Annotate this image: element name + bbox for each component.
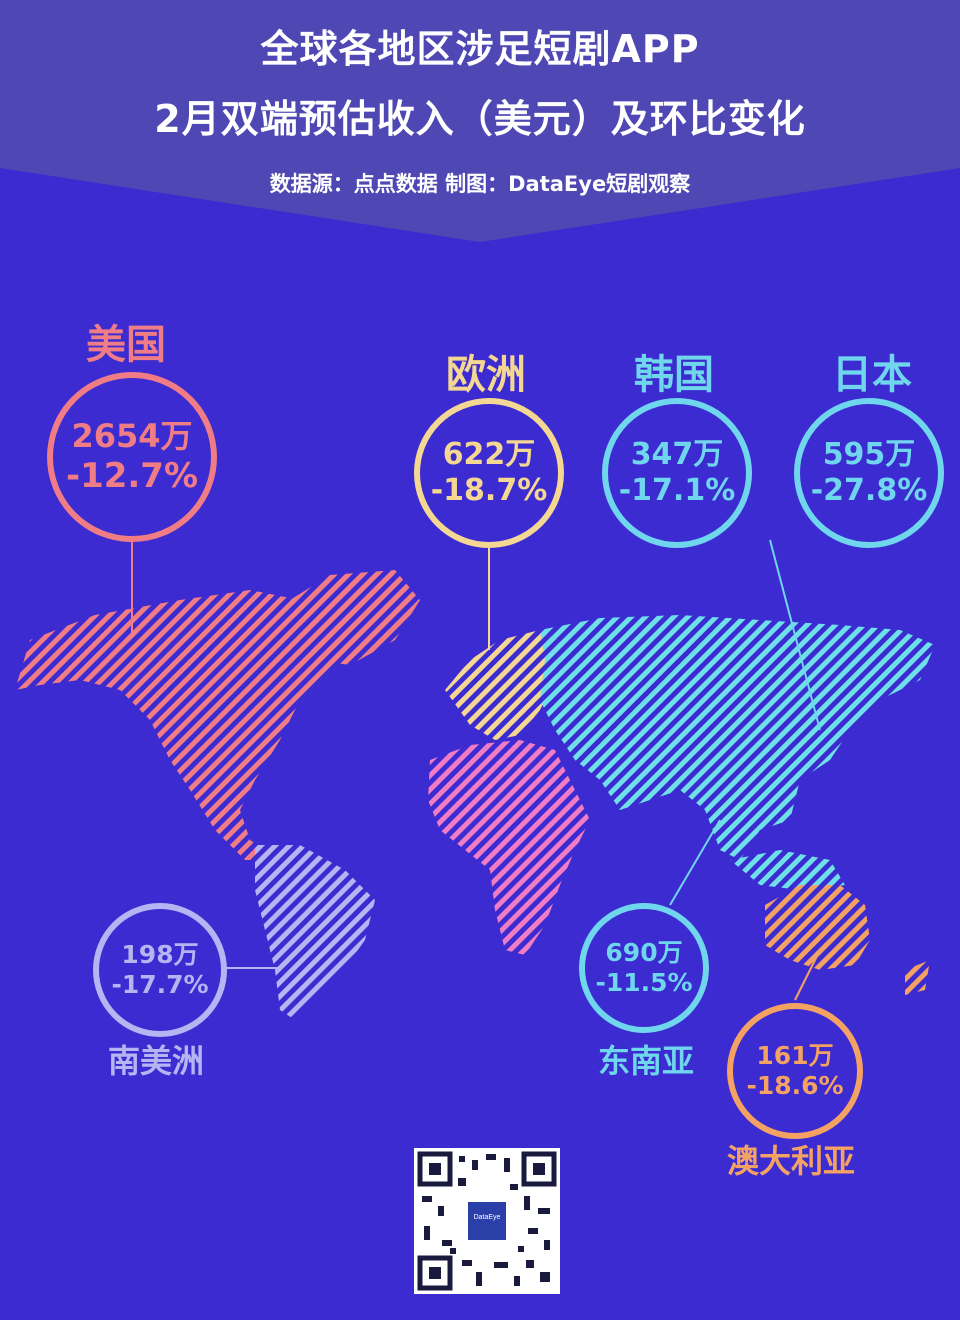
europe-shape: [445, 630, 560, 740]
southeast-asia-revenue: 690万: [605, 938, 683, 967]
japan-circle: 595万 -27.8%: [794, 398, 944, 548]
australia-label: 澳大利亚: [727, 1142, 856, 1180]
australia-circle: 161万 -18.6%: [727, 1003, 863, 1139]
south-america-change: -17.7%: [111, 970, 209, 999]
header-band: [0, 0, 960, 250]
asia-shape: [540, 615, 935, 860]
europe-label: 欧洲: [446, 352, 526, 398]
usa-revenue: 2654万: [71, 417, 193, 456]
japan-revenue: 595万: [822, 437, 916, 472]
japan-change: -27.8%: [810, 473, 928, 508]
korea-revenue: 347万: [630, 437, 724, 472]
korea-change: -17.1%: [618, 473, 736, 508]
south-america-label: 南美洲: [108, 1042, 205, 1080]
southeast-asia-change: -11.5%: [595, 968, 693, 997]
southeast-asia-circle: 690万 -11.5%: [579, 903, 709, 1033]
japan-label: 日本: [832, 352, 912, 398]
southeast-asia-connector: [669, 819, 721, 906]
europe-revenue: 622万: [442, 437, 536, 472]
new-zealand-shape: [905, 960, 930, 995]
page-subtitle: 2月双端预估收入（美元）及环比变化: [154, 97, 806, 141]
qr-code-icon: DataEye: [414, 1148, 560, 1294]
greenland-shape: [290, 575, 420, 665]
usa-circle: 2654万 -12.7%: [47, 372, 217, 542]
australia-connector: [794, 949, 821, 1001]
data-source: 数据源：点点数据 制图：DataEye短剧观察: [269, 172, 691, 196]
page-title: 全球各地区涉足短剧APP: [260, 27, 700, 71]
south-america-circle: 198万 -17.7%: [93, 903, 227, 1037]
qr-code-graphic: [417, 1151, 557, 1291]
africa-shape: [428, 740, 590, 955]
southeast-asia-label: 东南亚: [598, 1042, 695, 1080]
korea-label: 韩国: [634, 352, 714, 398]
header-background: [0, 0, 960, 242]
australia-change: -18.6%: [746, 1071, 844, 1100]
europe-change: -18.7%: [430, 473, 548, 508]
south-america-revenue: 198万: [121, 940, 199, 969]
usa-change: -12.7%: [65, 455, 199, 496]
qr-center-label: DataEye: [473, 1214, 501, 1221]
southeast-asia-islands-shape: [730, 850, 845, 890]
europe-circle: 622万 -18.7%: [414, 398, 564, 548]
usa-label: 美国: [86, 322, 166, 368]
japan-connector: [769, 539, 821, 731]
south-america-shape: [255, 845, 375, 1020]
korea-circle: 347万 -17.1%: [602, 398, 752, 548]
australia-revenue: 161万: [756, 1041, 834, 1070]
australia-shape: [765, 885, 870, 970]
